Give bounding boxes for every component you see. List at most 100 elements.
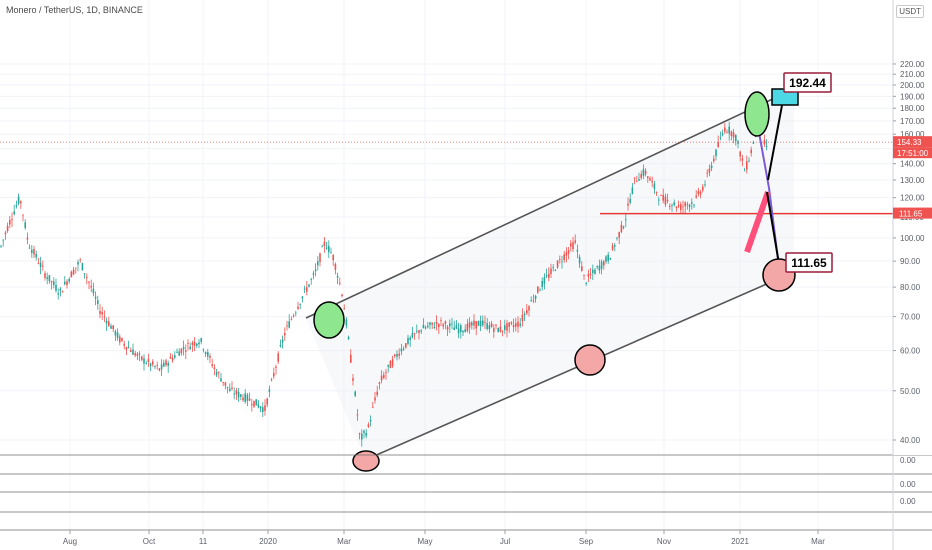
candle-body: [165, 360, 167, 366]
candle-body: [471, 322, 473, 326]
candle-body: [367, 424, 370, 427]
candle-body: [352, 378, 354, 381]
candle-body: [545, 275, 548, 277]
candle-body: [482, 320, 484, 326]
candle-body: [565, 252, 568, 256]
candle-body: [440, 320, 442, 321]
candle-body: [556, 260, 559, 268]
candle-body: [213, 367, 216, 370]
price-tick-label: 190.00: [900, 92, 925, 101]
candle-body: [171, 357, 174, 361]
candle-body: [156, 365, 158, 367]
candle-body: [35, 253, 37, 258]
candle-body: [180, 348, 183, 354]
last-price-value: 154.33: [897, 138, 922, 147]
drawing-tools[interactable]: 192.44 111.65: [0, 72, 932, 531]
highlight-circle-green[interactable]: [313, 301, 345, 339]
candle-body: [717, 142, 719, 147]
candle-body: [435, 321, 438, 325]
time-tick-label: Nov: [657, 537, 671, 546]
price-tick-label: 60.00: [900, 347, 921, 356]
candle-body: [517, 321, 519, 328]
candle-body: [468, 322, 471, 328]
candle-body: [9, 219, 11, 225]
candle-body: [253, 400, 255, 407]
time-tick-label: Sep: [579, 537, 594, 546]
candle-body: [376, 391, 378, 396]
time-tick-label: Aug: [63, 537, 77, 546]
candle-body: [132, 349, 134, 355]
candle-body: [44, 273, 46, 278]
candle-body: [504, 325, 506, 330]
candle-body: [110, 325, 112, 329]
candle-body: [185, 350, 187, 352]
candle-body: [548, 273, 550, 278]
candle-body: [39, 262, 42, 268]
candle-body: [587, 273, 590, 277]
highlight-circle-green[interactable]: [744, 91, 770, 137]
candle-body: [594, 269, 596, 274]
candle-body: [543, 277, 546, 284]
candle-body: [475, 321, 477, 329]
candle-body: [273, 373, 275, 377]
candle-body: [708, 168, 711, 173]
candle-body: [259, 406, 262, 409]
highlight-circle-red[interactable]: [352, 450, 380, 472]
candle-body: [314, 269, 317, 272]
candle-body: [345, 319, 348, 326]
support-label-box[interactable]: [785, 252, 833, 273]
candle-body: [695, 195, 697, 198]
candle-body: [301, 296, 304, 299]
currency-badge[interactable]: USDT: [896, 5, 924, 18]
candle-body: [279, 344, 282, 347]
candle-body: [442, 324, 444, 327]
candle-body: [174, 355, 176, 358]
candle-body: [710, 165, 713, 169]
candle-body: [295, 312, 297, 314]
candle-body: [369, 419, 372, 422]
channel-upper-line[interactable]: [305, 88, 795, 319]
projection-line-down[interactable]: [766, 191, 781, 271]
candle-body: [149, 363, 152, 367]
candle-body: [319, 253, 321, 262]
highlight-circle-red[interactable]: [574, 344, 606, 376]
price-axis-bg: [893, 0, 932, 455]
candle-body: [752, 142, 755, 144]
candle-body: [72, 269, 75, 275]
candle-body: [2, 239, 4, 241]
candle-body: [79, 259, 81, 261]
candle-body: [603, 261, 605, 266]
candle-body: [198, 342, 200, 345]
candle-body: [715, 149, 717, 157]
projection-line-up[interactable]: [767, 99, 784, 181]
candle-body: [541, 280, 543, 287]
time-axis[interactable]: Aug Oct 11 2020 Mar May Jul Sep Nov 2021 Mar: [63, 530, 825, 546]
candle-body: [218, 372, 220, 374]
candle-body: [460, 325, 462, 333]
time-tick-label: Jul: [500, 537, 510, 546]
candle-body: [453, 327, 455, 330]
candle-body: [572, 242, 574, 250]
candle-body: [189, 346, 191, 350]
drop-arrow-red[interactable]: [744, 191, 771, 253]
target-label-box[interactable]: [783, 72, 832, 93]
candle-body: [57, 293, 59, 295]
candle-body: [202, 349, 205, 351]
candle-body: [385, 372, 387, 374]
candle-body: [31, 249, 33, 254]
candle-body: [55, 284, 57, 291]
candle-body: [550, 268, 552, 274]
candle-body: [528, 306, 530, 311]
candle-body: [312, 273, 315, 275]
target-label: 192.44: [789, 76, 826, 90]
candle-body: [697, 190, 700, 194]
candle-body: [321, 246, 323, 248]
candle-body: [6, 225, 9, 232]
candle-body: [299, 303, 301, 305]
price-tick-label: 50.00: [900, 387, 921, 396]
candle-body: [724, 127, 726, 132]
candle-body: [493, 328, 495, 332]
candle-body: [354, 391, 356, 396]
